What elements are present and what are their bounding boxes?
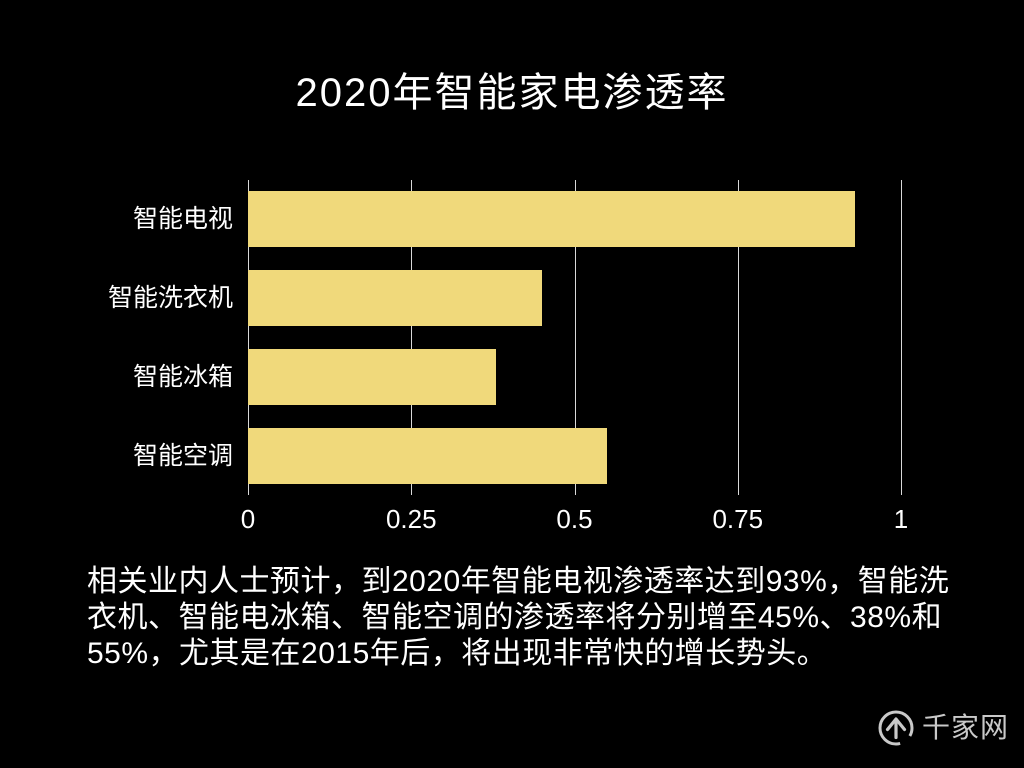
qianjia-logo: 千家网 [877,709,1009,747]
x-tick-label: 0.25 [385,504,437,534]
y-axis-labels: 智能电视智能洗衣机智能冰箱智能空调 [0,180,233,495]
gridline [411,180,413,495]
gridline [901,180,902,495]
caption-line: 衣机、智能电冰箱、智能空调的渗透率将分别增至45%、38%和 [87,601,943,634]
y-tick-label: 智能空调 [132,441,233,470]
bar [248,427,608,484]
y-tick-label: 智能冰箱 [132,362,233,391]
caption-line: 相关业内人士预计，到2020年智能电视渗透率达到93%，智能洗 [87,565,950,598]
caption-text: 相关业内人士预计，到2020年智能电视渗透率达到93%，智能洗 衣机、智能电冰箱、… [87,564,967,672]
caption-line: 55%，尤其是在2015年后，将出现非常快的增长势头。 [87,637,828,670]
bar [248,191,856,248]
gridline [737,180,739,495]
bar [248,348,497,405]
x-tick-label: 0 [240,504,256,534]
gridline [574,180,576,495]
y-tick-label: 智能电视 [132,205,233,234]
x-tick-label: 0.75 [712,504,764,534]
y-tick-label: 智能洗衣机 [107,284,233,313]
plot-area [248,180,902,495]
bar [248,270,542,327]
up-arrow-circle-icon [878,710,914,746]
chart-title: 2020年智能家电渗透率 [295,71,729,115]
x-tick-label: 1 [893,504,909,534]
x-axis-labels: 0 0.25 0.5 0.75 1 [241,504,908,536]
x-tick-label: 0.5 [556,504,593,534]
qianjia-logo-text: 千家网 [922,712,1010,743]
gridline [248,180,249,495]
